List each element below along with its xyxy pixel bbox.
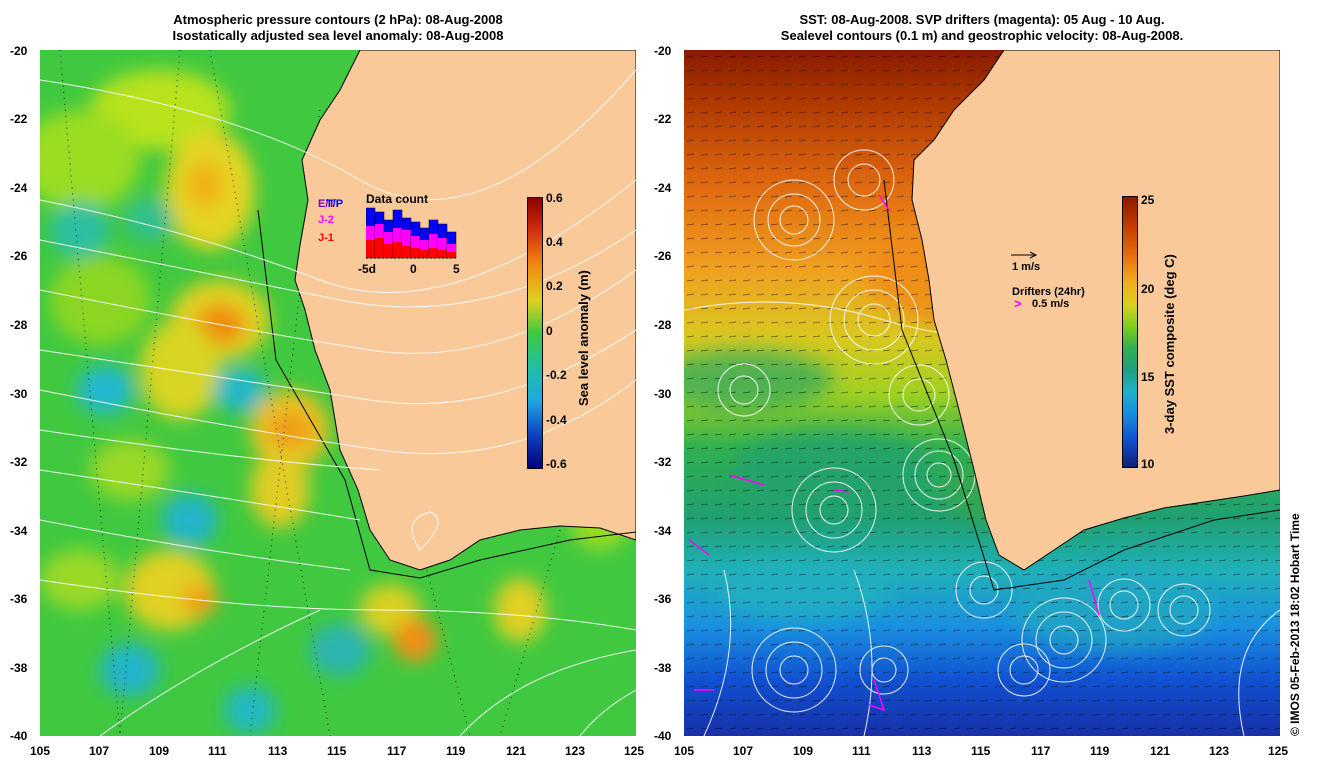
lat-label: -40: [10, 729, 28, 743]
lon-label: 119: [446, 744, 466, 758]
vector-scale-arrow: [1011, 251, 1038, 259]
sla-cb-label-0: 0.6: [546, 191, 563, 205]
shelf-contour-sst: [883, 179, 1280, 591]
lon-label: 111: [852, 744, 871, 758]
lon-label: 125: [1268, 744, 1289, 758]
lat-label: -34: [10, 524, 28, 538]
lat-label: -26: [10, 249, 28, 263]
sla-cb-label-1: 0.4: [546, 235, 563, 249]
lon-label: 107: [733, 744, 754, 758]
lat-label: -22: [10, 112, 28, 126]
sst-cb-label-1: 20: [1141, 282, 1155, 296]
histogram-axis-min: -5d: [358, 262, 376, 276]
lat-label: -40: [654, 729, 672, 743]
lon-label: 113: [268, 744, 288, 758]
histogram-axis-max: 5: [453, 262, 460, 276]
svp-drifter-tracks: [688, 194, 1100, 712]
sst-cb-label-2: 15: [1141, 370, 1155, 384]
shelf-contour: [257, 209, 636, 579]
lon-label: 121: [1150, 744, 1171, 758]
drifters-label: Drifters (24hr): [1012, 286, 1085, 298]
australia-landmass: [294, 50, 636, 571]
histogram-axis-zero: 0: [410, 262, 417, 276]
sea-level-contours: [684, 149, 1280, 736]
pressure-contours: [40, 69, 636, 736]
australia-landmass-sst: [911, 50, 1280, 571]
anomaly-field: [40, 70, 630, 734]
lat-label: -32: [10, 455, 28, 469]
lat-label: -36: [10, 592, 28, 606]
lon-label: 121: [506, 744, 527, 758]
imos-credit: © IMOS 05-Feb-2013 18:02 Hobart Time: [1288, 513, 1302, 736]
lon-label: 107: [89, 744, 110, 758]
lat-label: -26: [654, 249, 672, 263]
right-title-line1: SST: 08-Aug-2008. SVP drifters (magenta)…: [799, 12, 1165, 27]
lon-label: 117: [387, 744, 407, 758]
lat-label: -38: [10, 661, 28, 675]
sla-cb-label-2: 0.2: [546, 279, 563, 293]
lat-label: -20: [10, 44, 28, 58]
lat-label: -28: [10, 318, 28, 332]
lat-label: -24: [654, 181, 672, 195]
lon-label: 119: [1090, 744, 1110, 758]
lat-label: -20: [654, 44, 672, 58]
sea-level-colorbar: [527, 197, 543, 469]
lon-label: 117: [1031, 744, 1051, 758]
lon-label: 115: [327, 744, 347, 758]
lat-label: -32: [654, 455, 672, 469]
sst-colorbar: [1122, 196, 1138, 468]
legend-j2: J-2: [318, 214, 334, 226]
right-title-line2: Sealevel contours (0.1 m) and geostrophi…: [780, 28, 1184, 43]
lon-label: 115: [971, 744, 991, 758]
sla-cb-label-3: 0: [546, 324, 553, 338]
lon-label: 109: [793, 744, 814, 758]
sla-cb-label-5: -0.4: [546, 413, 567, 427]
lon-label: 109: [149, 744, 170, 758]
data-count-title: Data count: [366, 192, 429, 206]
lon-label: 125: [624, 744, 645, 758]
sla-cb-label-4: -0.2: [546, 368, 567, 382]
lat-label: -22: [654, 112, 672, 126]
legend-et: E/T: [318, 198, 336, 210]
vector-scale-label: 1 m/s: [1012, 261, 1041, 273]
lat-label: -30: [654, 387, 672, 401]
legend-tp: T/P: [326, 198, 344, 210]
left-title-line2: Isostatically adjusted sea level anomaly…: [172, 28, 504, 43]
lat-label: -38: [654, 661, 672, 675]
lon-label: 111: [208, 744, 227, 758]
lon-label: 123: [1209, 744, 1230, 758]
sst-cb-label-3: 10: [1141, 457, 1155, 471]
lat-label: -34: [654, 524, 672, 538]
sst-colorbar-title: 3-day SST composite (deg C): [1162, 254, 1177, 434]
drifter-arrow-icon: >: [1014, 296, 1022, 311]
lat-label: -30: [10, 387, 28, 401]
sla-colorbar-title: Sea level anomaly (m): [576, 270, 591, 406]
lat-label: -24: [10, 181, 28, 195]
lat-label: -28: [654, 318, 672, 332]
lon-label: 113: [912, 744, 932, 758]
lat-label: -36: [654, 592, 672, 606]
left-title-line1: Atmospheric pressure contours (2 hPa): 0…: [173, 12, 503, 27]
lon-label: 123: [565, 744, 586, 758]
sla-cb-label-6: -0.6: [546, 457, 567, 471]
lon-label: 105: [30, 744, 51, 758]
sst-cb-label-0: 25: [1141, 193, 1155, 207]
legend-j1: J-1: [318, 232, 334, 244]
data-count-histogram: [366, 207, 458, 259]
drifter-scale-label: 0.5 m/s: [1032, 298, 1070, 310]
sst-map[interactable]: [684, 50, 1280, 736]
sea-level-anomaly-map[interactable]: [40, 50, 636, 736]
lon-label: 105: [674, 744, 695, 758]
